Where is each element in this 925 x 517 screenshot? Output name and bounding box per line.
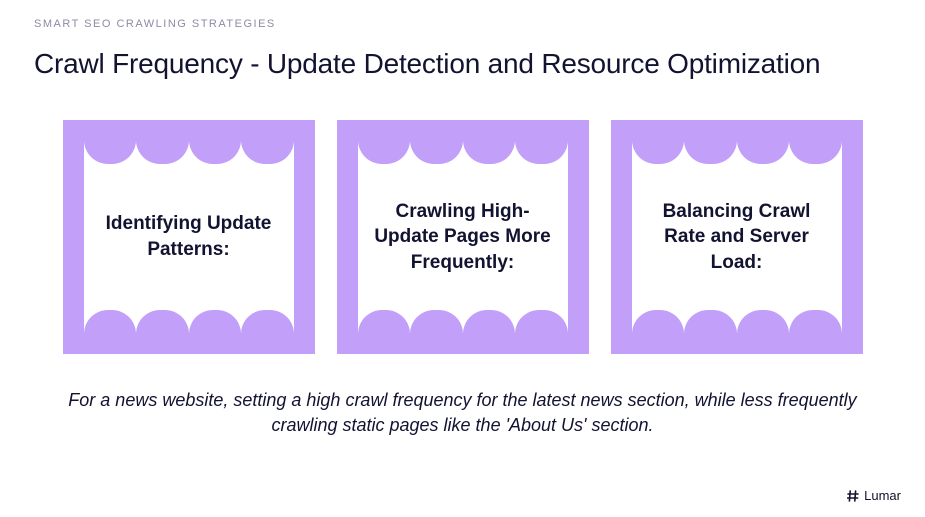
card-2: Crawling High-Update Pages More Frequent…: [337, 120, 589, 354]
brand-label: Lumar: [847, 488, 901, 503]
brand-name: Lumar: [864, 488, 901, 503]
card-1: Identifying Update Patterns:: [63, 120, 315, 354]
hash-icon: [847, 490, 859, 502]
eyebrow-label: SMART SEO CRAWLING STRATEGIES: [34, 18, 276, 30]
caption-text: For a news website, setting a high crawl…: [60, 388, 865, 438]
card-3: Balancing Crawl Rate and Server Load:: [611, 120, 863, 354]
card-3-inner: Balancing Crawl Rate and Server Load:: [632, 141, 842, 333]
scallop-decoration: [358, 140, 568, 164]
scallop-decoration: [632, 140, 842, 164]
card-3-text: Balancing Crawl Rate and Server Load:: [646, 199, 828, 276]
card-1-inner: Identifying Update Patterns:: [84, 141, 294, 333]
scallop-decoration: [632, 310, 842, 334]
card-1-text: Identifying Update Patterns:: [98, 211, 280, 262]
cards-row: Identifying Update Patterns: Crawling Hi…: [60, 120, 865, 354]
card-2-inner: Crawling High-Update Pages More Frequent…: [358, 141, 568, 333]
scallop-decoration: [84, 140, 294, 164]
page-title: Crawl Frequency - Update Detection and R…: [34, 48, 820, 80]
scallop-decoration: [358, 310, 568, 334]
scallop-decoration: [84, 310, 294, 334]
card-2-text: Crawling High-Update Pages More Frequent…: [372, 199, 554, 276]
